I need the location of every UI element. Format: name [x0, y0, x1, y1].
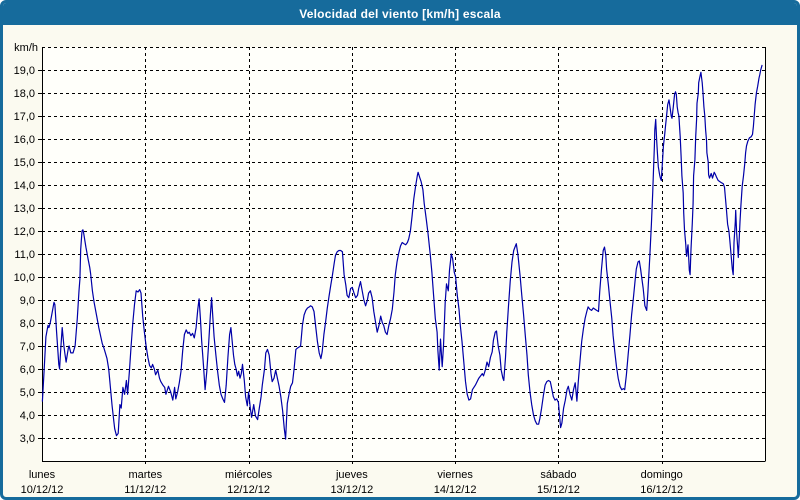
y-tick-label: 17,0: [14, 111, 35, 123]
y-tick-label: 11,0: [14, 249, 35, 261]
y-tick-label: 18,0: [14, 88, 35, 100]
y-tick-label: 16,0: [14, 134, 35, 146]
y-axis-unit-label: km/h: [14, 42, 38, 54]
y-axis-labels: 19,0 18,0 17,0 16,0 15,0 14,0 13,0 12,0 11,0 10,0…: [14, 42, 42, 445]
day-date-label: 16/12/12: [640, 484, 683, 496]
day-gridlines: [145, 47, 663, 467]
y-tick-label: 19,0: [14, 65, 35, 77]
wind-speed-chart: 19,0 18,0 17,0 16,0 15,0 14,0 13,0 12,0 11,0 10,0…: [14, 42, 766, 496]
y-tick-label: 13,0: [14, 203, 35, 215]
day-name-label: martes: [128, 469, 162, 481]
chart-title-bar: Velocidad del viento [km/h] escala: [3, 3, 797, 25]
chart-area: 19,0 18,0 17,0 16,0 15,0 14,0 13,0 12,0 11,0 10,0…: [3, 3, 797, 497]
day-date-label: 13/12/12: [330, 484, 373, 496]
y-tick-label: 4,0: [20, 410, 35, 422]
day-date-label: 12/12/12: [227, 484, 270, 496]
day-name-label: lunes: [29, 469, 56, 481]
y-tick-label: 5,0: [20, 387, 35, 399]
wind-speed-line: [41, 64, 763, 440]
day-name-label: jueves: [335, 469, 368, 481]
y-tick-label: 10,0: [14, 272, 35, 284]
y-tick-label: 7,0: [20, 341, 35, 353]
day-date-label: 15/12/12: [537, 484, 580, 496]
y-tick-label: 14,0: [14, 180, 35, 192]
day-name-label: viernes: [437, 469, 473, 481]
chart-title: Velocidad del viento [km/h] escala: [299, 7, 501, 21]
y-tick-label: 15,0: [14, 157, 35, 169]
day-date-label: 10/12/12: [21, 484, 64, 496]
horizontal-gridlines: [42, 47, 765, 439]
y-tick-label: 6,0: [20, 364, 35, 376]
x-axis-labels: lunes 10/12/12 martes 11/12/12 miércoles 12/1…: [21, 469, 684, 496]
day-name-label: domingo: [641, 469, 683, 481]
day-name-label: sábado: [540, 469, 576, 481]
day-name-label: miércoles: [225, 469, 273, 481]
day-date-label: 14/12/12: [434, 484, 477, 496]
y-tick-label: 12,0: [14, 226, 35, 238]
day-date-label: 11/12/12: [124, 484, 166, 496]
y-tick-label: 8,0: [20, 318, 35, 330]
y-tick-label: 3,0: [20, 433, 35, 445]
y-tick-label: 9,0: [20, 295, 35, 307]
